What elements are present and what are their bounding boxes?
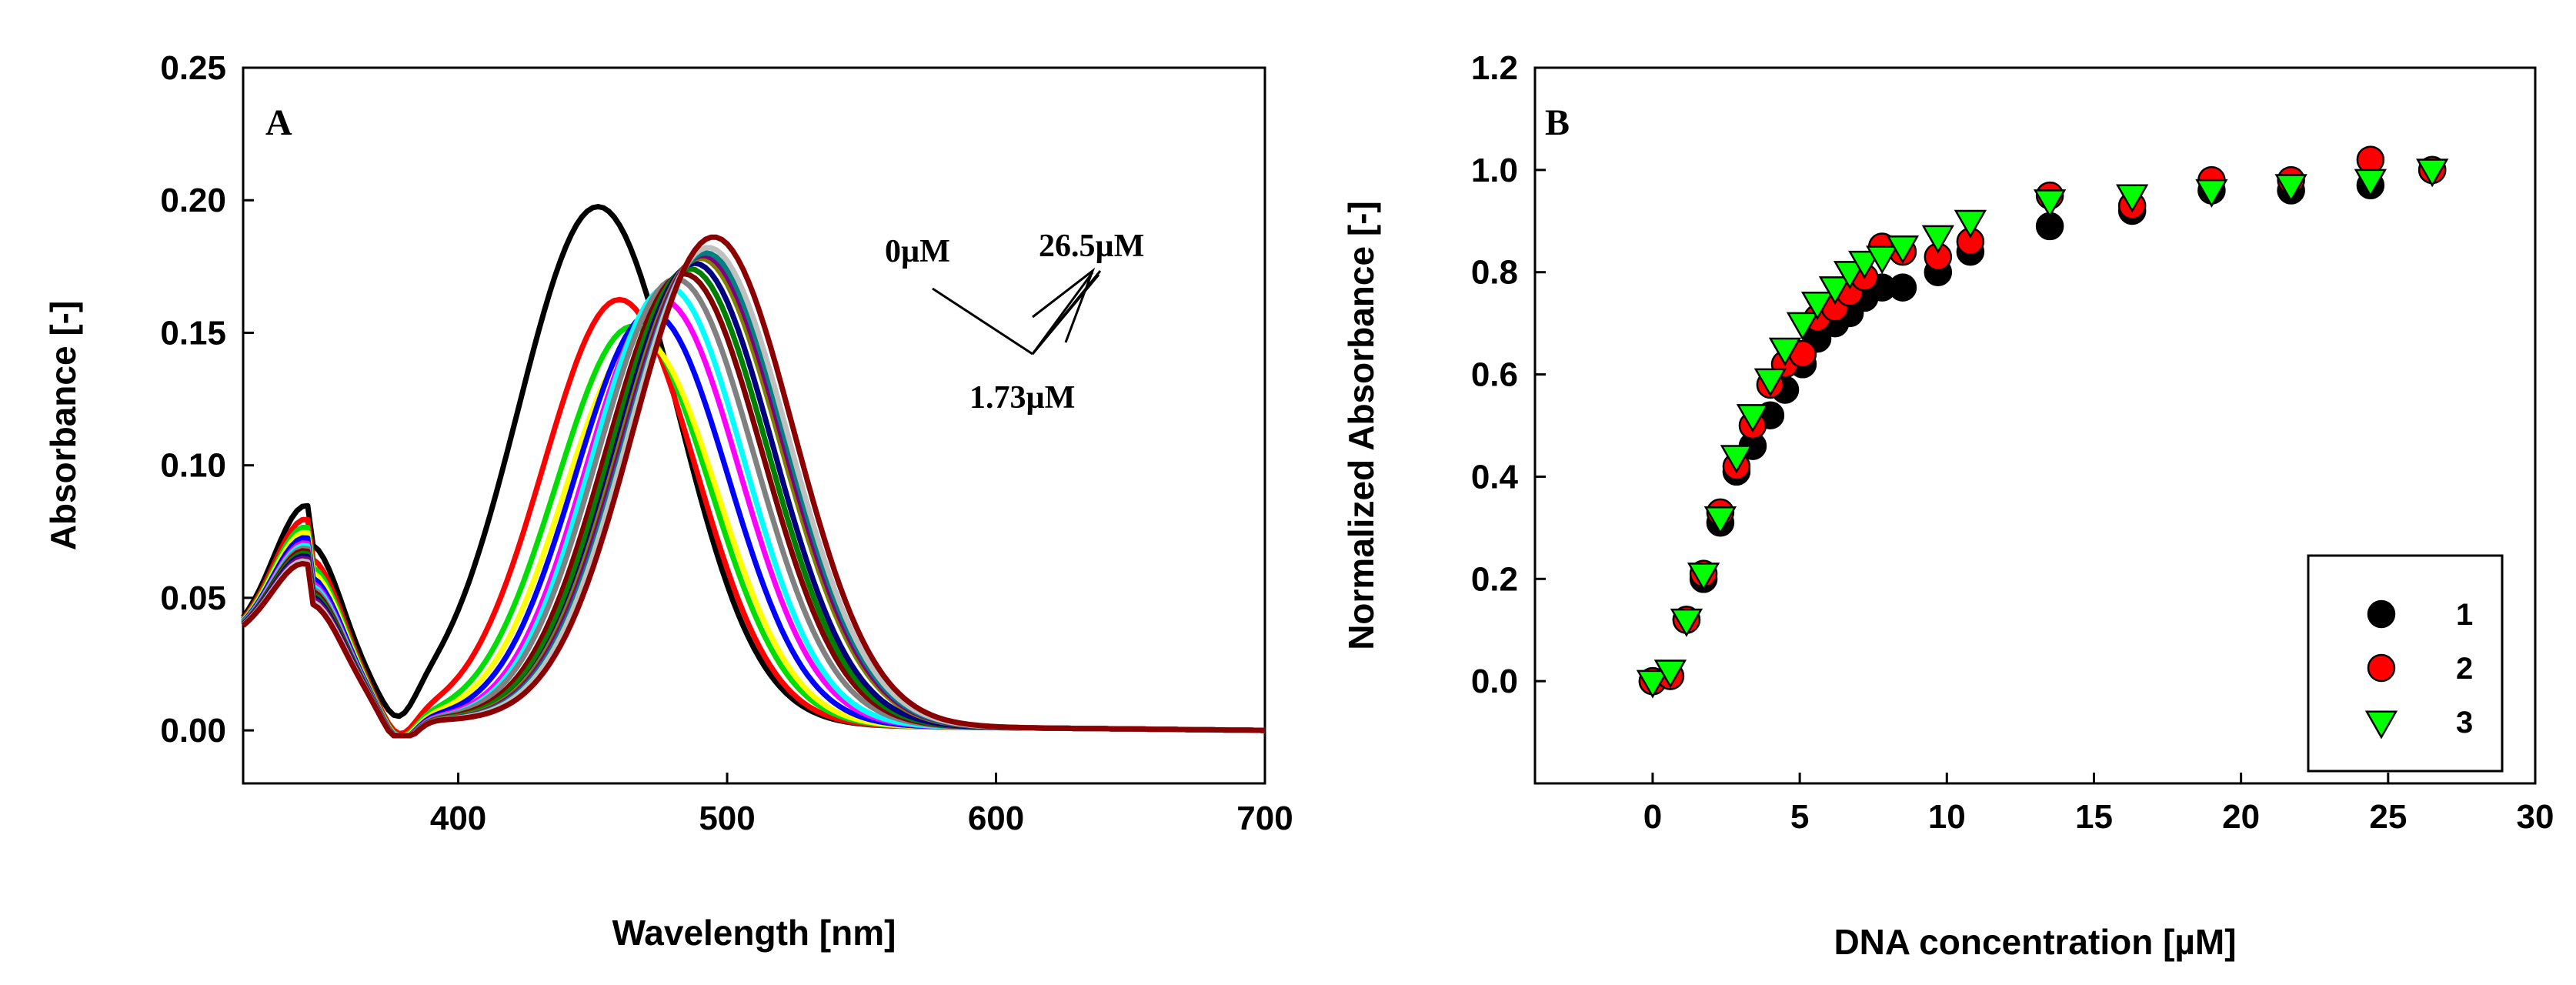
y-tick-label: 0.2: [1471, 560, 1518, 598]
annotation-arrows: [932, 267, 1102, 356]
data-point-series-3: [2195, 179, 2228, 208]
data-point-series-3: [1833, 261, 1867, 290]
legend-label: 3: [2456, 706, 2473, 740]
panel-a-xlabel: Wavelength [nm]: [612, 913, 896, 953]
x-tick-label: 5: [1790, 798, 1809, 836]
panel-b-chart: 0 5 10 15 20 25 30 0.0 0.2 0.4 0.6 0.8 1.0 1.2 B DNA …: [1341, 49, 2554, 962]
data-point-series-3: [1636, 669, 1670, 699]
data-point-series-3: [1866, 245, 1899, 275]
panel-b-xlabel: DNA concentration [µM]: [1834, 922, 2236, 962]
x-tick-label: 25: [2369, 798, 2407, 836]
panel-b-letter: B: [1545, 102, 1570, 143]
data-point-series-3: [2416, 159, 2449, 188]
y-tick-label: 0.4: [1471, 458, 1519, 496]
y-tick-label: 0.15: [160, 314, 226, 352]
legend-label: 1: [2456, 598, 2473, 632]
y-tick-label: 0.05: [160, 579, 226, 617]
legend-label: 2: [2456, 652, 2473, 686]
data-point-series-3: [1653, 659, 1687, 689]
data-point-series-3: [1921, 225, 1954, 254]
data-point-series-3: [1736, 404, 1770, 433]
y-tick-label: 0.0: [1471, 663, 1518, 700]
panel-b-ticks: 0 5 10 15 20 25 30 0.0 0.2 0.4 0.6 0.8 1.0 1.2: [1471, 49, 2554, 836]
spectrum-line: [241, 204, 1266, 733]
x-tick-label: 400: [430, 800, 486, 837]
data-point-series-3: [1753, 368, 1787, 397]
panel-a-plot-area: [242, 66, 1266, 785]
panel-a-letter: A: [265, 102, 292, 143]
legend-marker-3: [2364, 710, 2398, 740]
data-point-series-3: [1818, 276, 1852, 306]
data-point-series-3: [1703, 506, 1737, 536]
data-point-series-2: [2356, 145, 2385, 174]
data-point-series-3: [1687, 563, 1720, 592]
legend-marker-2: [2367, 653, 2396, 683]
y-tick-label: 0.20: [160, 182, 226, 219]
data-point-series-3: [1800, 292, 1834, 321]
legend-box: [2307, 554, 2504, 773]
panel-a-chart: 400 500 600 700 0.00 0.05 0.10 0.15 0.20 0.25 A W…: [43, 49, 1293, 953]
x-tick-label: 15: [2075, 798, 2113, 836]
y-tick-label: 1.2: [1471, 49, 1518, 87]
panel-b-points: [1636, 145, 2449, 699]
data-point-series-3: [1786, 312, 1820, 341]
x-tick-label: 0: [1643, 798, 1662, 836]
panel-b-plot-area: [1533, 66, 2537, 785]
y-tick-label: 0.00: [160, 712, 226, 750]
spectrum-line: [241, 297, 1266, 739]
panel-a-spectra: [241, 204, 1266, 739]
x-tick-label: 30: [2517, 798, 2554, 836]
data-point-series-3: [2116, 184, 2149, 213]
data-point-series-3: [2033, 189, 2067, 219]
annotation-0uM: 0µM: [885, 234, 950, 269]
data-point-series-3: [1720, 445, 1753, 474]
x-tick-label: 700: [1236, 800, 1293, 837]
y-tick-label: 0.25: [160, 49, 226, 87]
y-tick-label: 0.6: [1471, 356, 1518, 394]
y-tick-label: 1.0: [1471, 152, 1518, 189]
x-tick-label: 20: [2222, 798, 2260, 836]
panel-b-ylabel: Normalized Absorbance [-]: [1341, 201, 1381, 650]
y-tick-label: 0.8: [1471, 254, 1518, 292]
panel-a-ylabel: Absorbance [-]: [43, 301, 83, 551]
data-point-series-3: [2274, 174, 2307, 203]
x-tick-label: 500: [699, 800, 755, 837]
legend: 1 2 3: [2307, 554, 2504, 773]
annotation-1-73uM: 1.73µM: [969, 380, 1075, 416]
annotation-26-5uM: 26.5µM: [1039, 229, 1144, 264]
data-point-series-3: [1954, 209, 1987, 239]
data-point-series-3: [1886, 235, 1920, 264]
spectrum-line: [241, 234, 1266, 739]
x-tick-label: 600: [968, 800, 1024, 837]
data-point-series-1: [1888, 273, 1917, 302]
data-point-series-3: [1670, 608, 1703, 637]
data-point-series-3: [1768, 337, 1802, 366]
legend-marker-1: [2367, 599, 2396, 629]
x-tick-label: 10: [1928, 798, 1966, 836]
y-tick-label: 0.10: [160, 447, 226, 485]
data-point-series-3: [1848, 250, 1881, 279]
data-point-series-3: [2354, 169, 2387, 198]
panel-a-ticks: 400 500 600 700 0.00 0.05 0.10 0.15 0.20 0.25: [160, 49, 1293, 837]
